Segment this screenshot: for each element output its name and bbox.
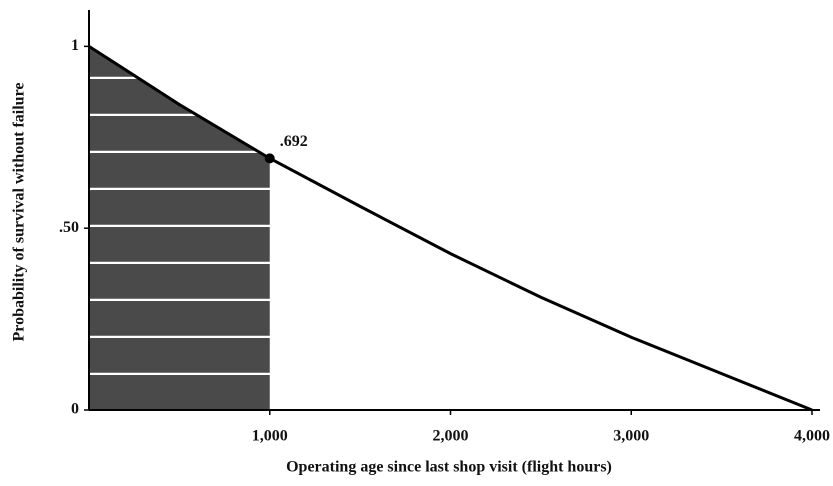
x-tick-label: 1,000 xyxy=(252,428,288,445)
y-tick-label: 0 xyxy=(71,401,79,418)
annotation-label: .692 xyxy=(280,133,308,150)
x-tick-label: 4,000 xyxy=(794,428,830,445)
y-axis-label: Probability of survival without failure xyxy=(11,83,28,342)
y-tick-label: .50 xyxy=(59,219,79,236)
y-tick-label: 1 xyxy=(71,37,79,54)
x-tick-label: 2,000 xyxy=(433,428,469,445)
x-tick-label: 3,000 xyxy=(613,428,649,445)
survival-line xyxy=(88,45,813,412)
x-axis-label: Operating age since last shop visit (fli… xyxy=(286,459,612,476)
annotation-point xyxy=(264,153,275,164)
shaded-area xyxy=(89,46,270,410)
